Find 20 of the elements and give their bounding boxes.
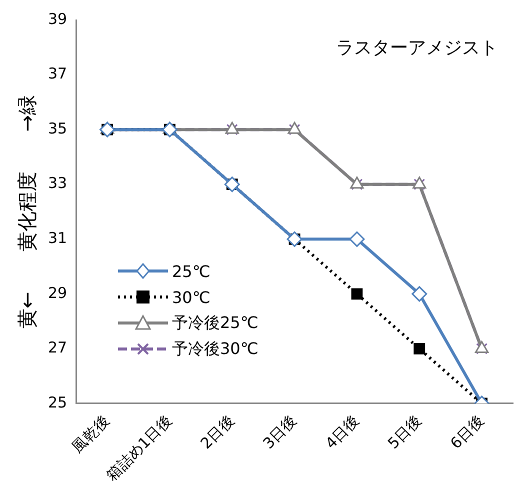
x-tick-label: 3日後 <box>259 412 300 452</box>
y-tick-label: 37 <box>48 64 68 83</box>
y-tick-label: 31 <box>48 229 68 248</box>
x-tick-label: 4日後 <box>322 412 363 452</box>
x-tick-label: 風乾後 <box>68 412 113 456</box>
y-tick-label: 39 <box>48 10 68 28</box>
annotation: ラスターアメジスト <box>336 38 498 59</box>
legend-label: 30℃ <box>172 288 210 306</box>
y-tick-label: 35 <box>48 119 68 138</box>
y-tick-label: 25 <box>48 393 68 412</box>
y-tick-label: 29 <box>48 284 68 302</box>
x-tick-label: 2日後 <box>197 412 238 452</box>
legend-label: 予冷後25℃ <box>172 312 258 334</box>
y-tick-label: 27 <box>48 338 68 357</box>
legend-label: 25℃ <box>172 262 210 280</box>
legend-label: 予冷後30℃ <box>172 338 258 360</box>
x-tick-label: 6日後 <box>446 412 488 452</box>
y-tick-label: 33 <box>48 174 68 192</box>
y-axis-title: 黄← 黄化程度 →緑 <box>15 94 40 329</box>
x-tick-label: 5日後 <box>384 412 425 452</box>
